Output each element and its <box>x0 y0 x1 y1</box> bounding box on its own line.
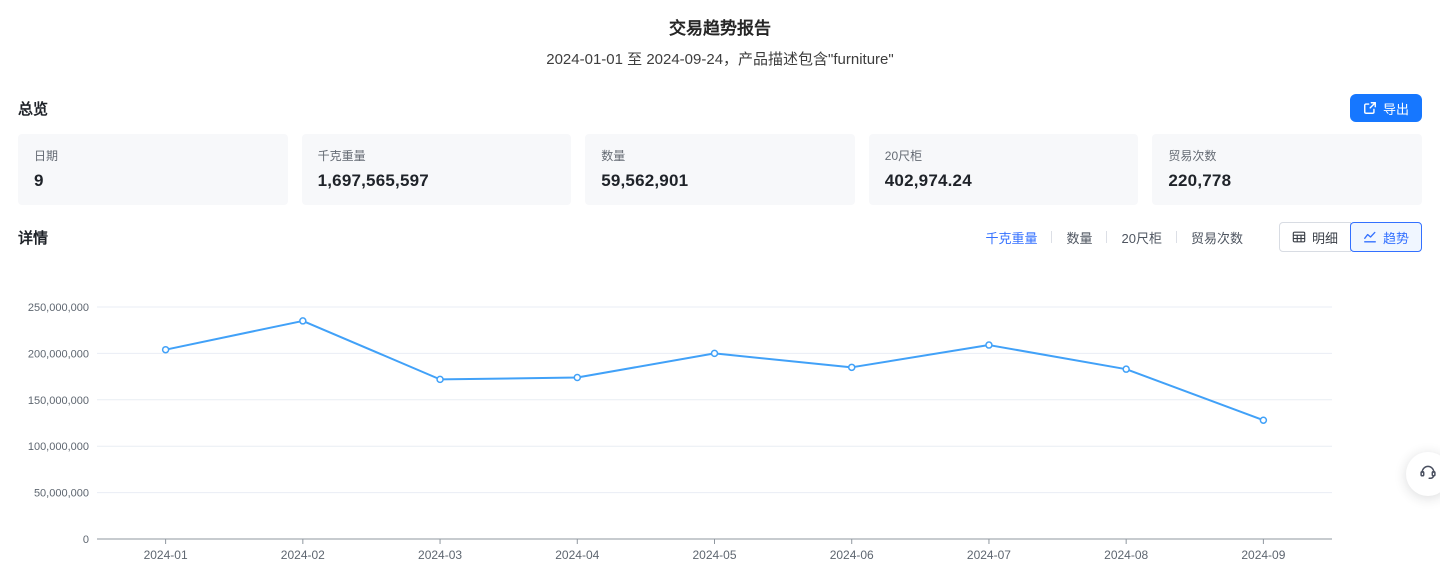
svg-text:250,000,000: 250,000,000 <box>28 302 89 314</box>
svg-text:2024-07: 2024-07 <box>967 548 1011 562</box>
card-20ft-container: 20尺柜 402,974.24 <box>868 134 1139 205</box>
svg-text:2024-01: 2024-01 <box>144 548 188 562</box>
view-toggle: 明细 趋势 <box>1278 222 1422 252</box>
svg-text:2024-04: 2024-04 <box>555 548 599 562</box>
metric-tabs: 千克重量 数量 20尺柜 贸易次数 <box>971 228 1257 247</box>
card-value: 220,778 <box>1168 171 1232 190</box>
svg-text:0: 0 <box>83 534 89 546</box>
table-grid-icon <box>1292 230 1306 244</box>
line-chart-icon <box>1363 230 1377 244</box>
svg-text:50,000,000: 50,000,000 <box>34 488 89 500</box>
overview-header-row: 总览 导出 <box>0 94 1440 122</box>
trend-view-label: 趋势 <box>1382 230 1409 246</box>
card-label: 千克重量 <box>317 149 366 163</box>
export-button[interactable]: 导出 <box>1349 94 1422 122</box>
metric-tab-quantity[interactable]: 数量 <box>1066 230 1093 246</box>
svg-text:2024-03: 2024-03 <box>418 548 462 562</box>
tab-separator <box>1106 231 1108 243</box>
metric-tab-trade-count[interactable]: 贸易次数 <box>1190 230 1243 246</box>
export-button-label: 导出 <box>1382 101 1409 117</box>
headset-icon <box>1418 462 1438 487</box>
details-section-title: 详情 <box>18 229 49 247</box>
card-value: 9 <box>34 171 44 190</box>
card-label: 20尺柜 <box>884 149 923 163</box>
overview-section-title: 总览 <box>18 100 49 118</box>
card-label: 贸易次数 <box>1168 149 1217 163</box>
details-header-row: 详情 千克重量 数量 20尺柜 贸易次数 <box>0 222 1440 252</box>
stat-cards-row: 日期 9 千克重量 1,697,565,597 数量 59,562,901 20… <box>0 134 1440 205</box>
card-kg-weight: 千克重量 1,697,565,597 <box>301 134 572 205</box>
page-title: 交易趋势报告 <box>669 19 771 38</box>
svg-text:2024-02: 2024-02 <box>281 548 325 562</box>
metric-tab-kg-weight[interactable]: 千克重量 <box>985 230 1038 246</box>
tab-separator <box>1051 231 1053 243</box>
page-subtitle: 2024-01-01 至 2024-09-24，产品描述包含"furniture… <box>546 51 894 68</box>
card-label: 数量 <box>601 149 626 163</box>
card-value: 59,562,901 <box>601 171 689 190</box>
card-trade-count: 贸易次数 220,778 <box>1152 134 1422 205</box>
detail-view-button[interactable]: 明细 <box>1278 222 1351 252</box>
detail-view-label: 明细 <box>1311 230 1338 246</box>
trend-chart: 0 50,000,000 100,000,000 150,000,000 200,000… <box>0 240 1440 570</box>
svg-text:150,000,000: 150,000,000 <box>28 395 89 407</box>
svg-text:100,000,000: 100,000,000 <box>28 441 89 453</box>
svg-text:200,000,000: 200,000,000 <box>28 348 89 360</box>
support-fab-button[interactable] <box>1406 452 1440 496</box>
svg-text:2024-06: 2024-06 <box>830 548 874 562</box>
metric-tab-20ft-container[interactable]: 20尺柜 <box>1121 230 1162 246</box>
report-header: 交易趋势报告 2024-01-01 至 2024-09-24，产品描述包含"fu… <box>0 0 1440 69</box>
card-label: 日期 <box>34 149 59 163</box>
card-value: 402,974.24 <box>884 171 972 190</box>
svg-text:2024-08: 2024-08 <box>1104 548 1148 562</box>
card-quantity: 数量 59,562,901 <box>585 134 855 205</box>
svg-text:2024-05: 2024-05 <box>692 548 736 562</box>
trend-chart-svg: 0 50,000,000 100,000,000 150,000,000 200,000… <box>28 302 1332 562</box>
card-date: 日期 9 <box>18 134 288 205</box>
details-controls: 千克重量 数量 20尺柜 贸易次数 明细 <box>971 222 1422 252</box>
tab-separator <box>1175 231 1177 243</box>
card-value: 1,697,565,597 <box>317 171 429 190</box>
svg-text:2024-09: 2024-09 <box>1241 548 1285 562</box>
trend-view-button[interactable]: 趋势 <box>1349 222 1422 252</box>
external-link-icon <box>1363 101 1377 115</box>
